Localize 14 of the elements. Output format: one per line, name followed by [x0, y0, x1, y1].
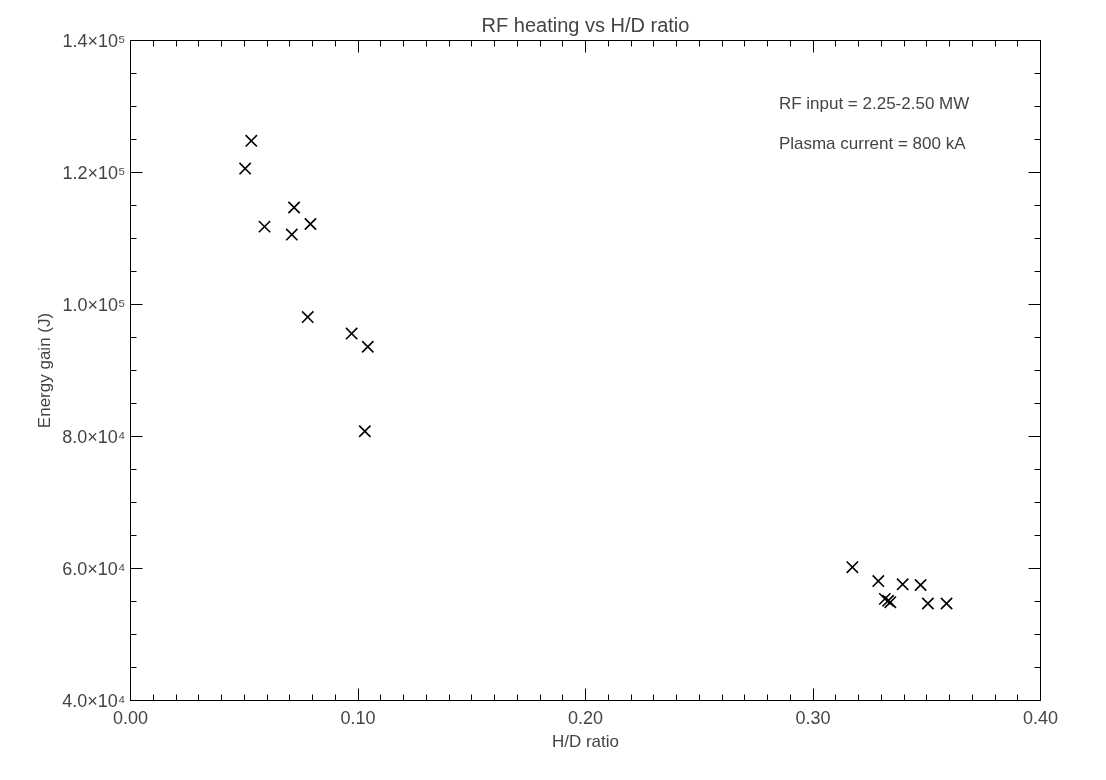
y-axis-title: Energy gain (J) [35, 312, 55, 429]
x-tick-label: 0.10 [340, 707, 376, 728]
y-tick-label: 1.2×10⁵ [62, 162, 126, 183]
annotation: RF input = 2.25-2.50 MW [778, 94, 970, 114]
chart-title: RF heating vs H/D ratio [481, 13, 690, 36]
y-tick-label: 6.0×10⁴ [62, 558, 126, 579]
y-tick-label: 1.0×10⁵ [62, 294, 126, 315]
x-tick-label: 0.20 [567, 707, 604, 728]
y-tick-label: 1.4×10⁵ [62, 30, 126, 51]
annotation: Plasma current = 800 kA [778, 133, 967, 153]
x-axis-title: H/D ratio [551, 731, 620, 751]
x-tick-label: 0.30 [795, 707, 831, 728]
y-tick-label: 8.0×10⁴ [62, 426, 126, 447]
x-tick-label: 0.40 [1022, 707, 1059, 728]
